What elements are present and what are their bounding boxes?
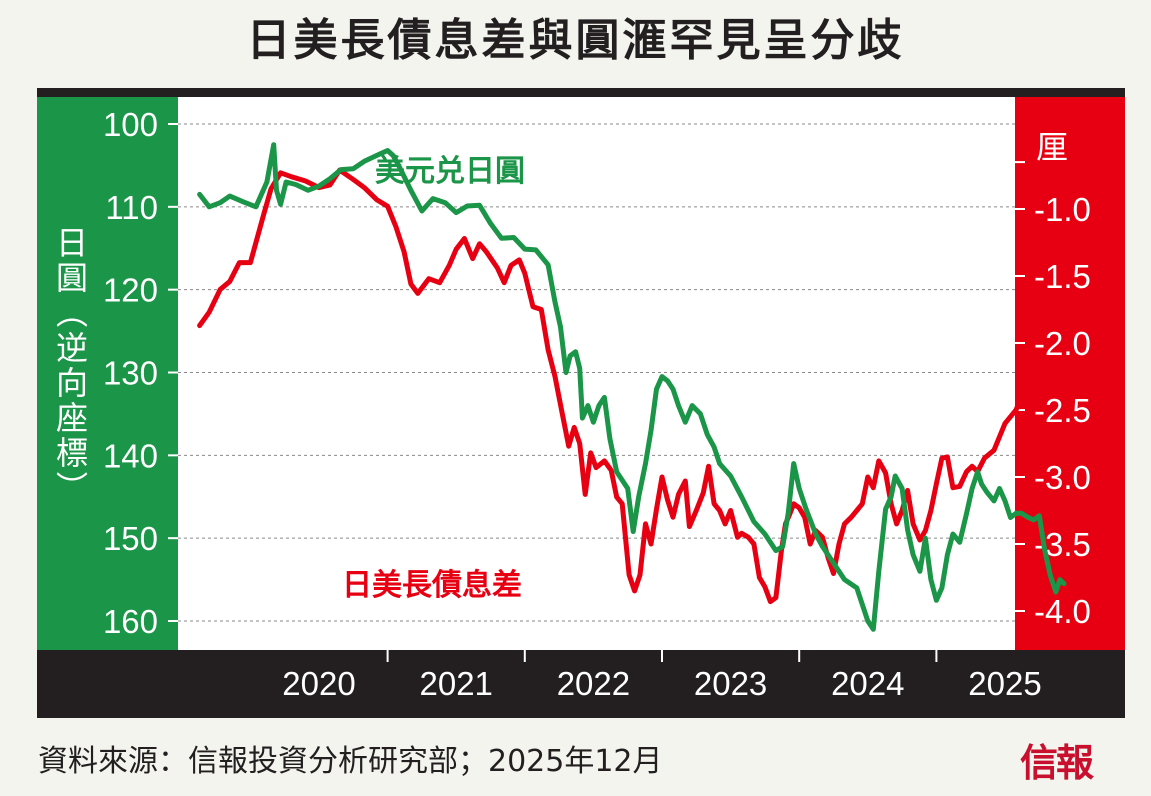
x-tick-label: 2025 xyxy=(968,665,1041,702)
x-tick-label: 2022 xyxy=(557,665,630,702)
chart-title: 日美長債息差與圓滙罕見呈分歧 xyxy=(246,15,905,66)
right-tick-label: -1.0 xyxy=(1034,191,1091,228)
right-tick-label: -4.0 xyxy=(1034,593,1091,630)
left-tick-label: 110 xyxy=(105,189,158,226)
right-axis-unit: 厘 xyxy=(1036,128,1069,166)
x-axis-ticks: 2020 2021 2022 2023 2024 2025 xyxy=(282,650,1042,702)
left-axis-label: 日 圓 ︵ 逆 向 座 標 ︶ xyxy=(52,226,92,506)
left-axis-label-char: 日 xyxy=(55,224,88,262)
right-tick-label: -1.5 xyxy=(1034,258,1091,295)
source-note: 資料來源：信報投資分析研究部；2025年12月 xyxy=(38,744,663,779)
right-tick-label: -3.0 xyxy=(1034,459,1091,496)
right-tick-label: -2.0 xyxy=(1034,325,1091,362)
series-label-yield-spread: 日美長債息差 xyxy=(342,568,522,603)
usdjpy-line xyxy=(197,142,1067,632)
left-axis-band xyxy=(37,97,178,650)
left-axis-label-char: 逆 xyxy=(55,329,88,367)
left-tick-label: 160 xyxy=(103,603,158,640)
x-tick-label: 2023 xyxy=(694,665,767,702)
left-axis-label-char: 圓 xyxy=(55,259,88,297)
left-tick-label: 130 xyxy=(103,355,158,392)
left-tick-label: 120 xyxy=(103,272,158,309)
gridlines xyxy=(178,123,1015,622)
left-axis-label-char: 向 xyxy=(55,364,88,402)
x-tick-label: 2020 xyxy=(282,665,355,702)
right-tick-label: -2.5 xyxy=(1034,392,1091,429)
left-tick-label: 140 xyxy=(103,437,158,474)
left-axis-ticks: 100 110 120 130 140 150 160 xyxy=(103,106,178,640)
series-lines xyxy=(197,142,1067,632)
right-axis-band xyxy=(1015,97,1125,650)
x-tick-label: 2024 xyxy=(831,665,904,702)
right-axis-ticks: -1.0-1.5-2.0-2.5-3.0-3.5-4.0 xyxy=(1015,161,1091,630)
left-axis-label-char: ︶ xyxy=(55,469,88,507)
left-axis-label-char: 座 xyxy=(55,399,88,437)
publisher-logo: 信報 xyxy=(1020,740,1094,785)
series-label-usdjpy: 美元兑日圓 xyxy=(375,154,525,189)
left-axis-label-char: 標 xyxy=(55,434,88,472)
left-axis-label-char: ︵ xyxy=(55,294,88,332)
yield-spread-line xyxy=(197,167,1067,605)
left-tick-label: 100 xyxy=(103,106,158,143)
x-tick-label: 2021 xyxy=(419,665,492,702)
left-tick-label: 150 xyxy=(103,520,158,557)
